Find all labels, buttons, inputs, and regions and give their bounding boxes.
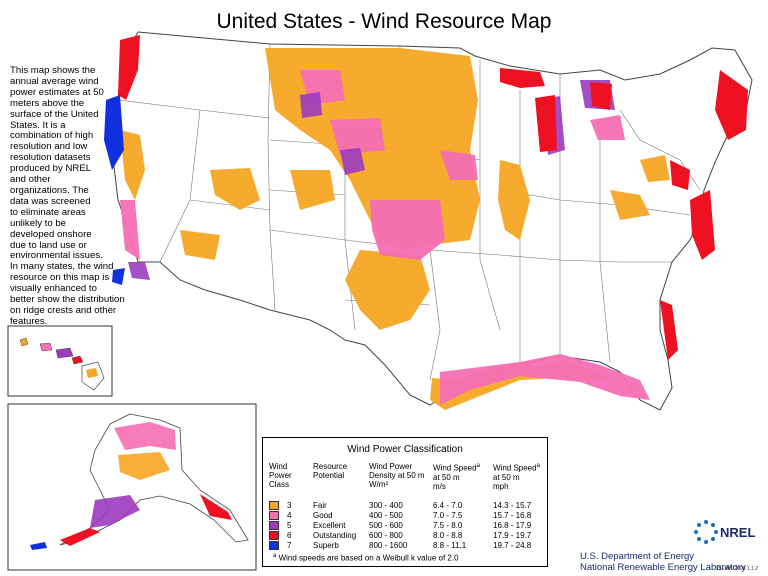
legend-footnote: a Wind speeds are based on a Weibull k v… bbox=[273, 553, 459, 563]
speed-mph-value: 19.7 - 24.8 bbox=[493, 541, 532, 550]
speed-ms-value: 7.5 - 8.0 bbox=[433, 521, 463, 530]
superscript-a: a bbox=[536, 463, 540, 469]
description-line: unlikely to be bbox=[10, 217, 66, 229]
speed-mph-value: 14.3 - 15.7 bbox=[493, 501, 532, 510]
header-line: mph bbox=[493, 481, 509, 491]
class-value: 5 bbox=[287, 521, 292, 530]
header-line: Density at 50 m bbox=[369, 471, 425, 480]
description-line: surface of the United bbox=[10, 108, 99, 120]
description-line: due to land use or bbox=[10, 239, 87, 251]
description-line: developed onshore bbox=[10, 228, 92, 240]
speed-mph-value: 16.8 - 17.9 bbox=[493, 521, 532, 530]
header-density: Wind Power Density at 50 m W/m² bbox=[369, 462, 425, 489]
description-line: annual average wind bbox=[10, 75, 99, 87]
description-line: features. bbox=[10, 315, 48, 327]
header-line: Power bbox=[269, 471, 292, 480]
density-value: 600 - 800 bbox=[369, 531, 403, 540]
density-value: 800 - 1600 bbox=[369, 541, 408, 550]
footnote-text: Wind speeds are based on a Weibull k val… bbox=[278, 553, 459, 563]
organization-credit: U.S. Department of Energy National Renew… bbox=[580, 551, 746, 573]
header-line: m/s bbox=[433, 481, 446, 491]
description-line: environmental issues. bbox=[10, 250, 103, 262]
header-class: Wind Power Class bbox=[269, 462, 292, 489]
legend-row-class-4: 4 Good 400 - 500 7.0 - 7.5 15.7 - 16.8 bbox=[263, 511, 547, 521]
alaska-inset bbox=[7, 403, 257, 571]
description-line: resource on this map is bbox=[10, 272, 110, 284]
potential-value: Superb bbox=[313, 541, 339, 550]
header-line: Class bbox=[269, 480, 290, 489]
map-description: This map shows the annual average wind p… bbox=[10, 65, 125, 328]
header-line: Resource bbox=[313, 462, 348, 471]
description-line: resolution datasets bbox=[10, 152, 91, 164]
nrel-logo: NREL bbox=[694, 520, 755, 544]
swatch-outstanding bbox=[269, 531, 279, 540]
wind-class-6-outstanding-areas bbox=[118, 35, 748, 360]
header-line: Wind Speed bbox=[493, 463, 537, 473]
org-line-nrel: National Renewable Energy Laboratory bbox=[580, 562, 746, 573]
header-potential: Resource Potential bbox=[313, 462, 347, 480]
class-value: 6 bbox=[287, 531, 292, 540]
potential-value: Fair bbox=[313, 501, 327, 510]
header-line: at 50 m bbox=[433, 472, 460, 482]
map-title: United States - Wind Resource Map bbox=[216, 10, 552, 33]
class-value: 3 bbox=[287, 501, 292, 510]
description-line: power estimates at 50 bbox=[10, 86, 104, 98]
wind-power-legend: Wind Power Classification Wind Power Cla… bbox=[262, 437, 548, 567]
header-line: W/m² bbox=[369, 480, 389, 489]
density-value: 300 - 400 bbox=[369, 501, 403, 510]
description-line: to eliminate areas bbox=[10, 206, 86, 218]
speed-ms-value: 7.0 - 7.5 bbox=[433, 511, 463, 520]
header-line: at 50 m bbox=[493, 472, 520, 482]
description-line: produced by NREL bbox=[10, 163, 92, 175]
description-line: In many states, the wind bbox=[10, 261, 114, 273]
speed-ms-value: 8.0 - 8.8 bbox=[433, 531, 463, 540]
header-line: Wind bbox=[269, 462, 288, 471]
superscript-a: a bbox=[476, 463, 480, 469]
legend-row-class-7: 7 Superb 800 - 1600 8.8 - 11.1 19.7 - 24… bbox=[263, 541, 547, 551]
legend-row-class-5: 5 Excellent 500 - 600 7.5 - 8.0 16.8 - 1… bbox=[263, 521, 547, 531]
logo-text: NREL bbox=[720, 525, 755, 540]
potential-value: Excellent bbox=[313, 521, 346, 530]
header-speed-ms: Wind Speeda at 50 m m/s bbox=[433, 462, 480, 491]
description-line: resolution and low bbox=[10, 141, 88, 153]
potential-value: Outstanding bbox=[313, 531, 357, 540]
version-stamp: 25-JAN-2008 1.1.2 bbox=[716, 566, 758, 572]
potential-value: Good bbox=[313, 511, 333, 520]
description-line: combination of high bbox=[10, 130, 94, 142]
description-line: visually enhanced to bbox=[10, 283, 97, 295]
legend-row-class-3: 3 Fair 300 - 400 6.4 - 7.0 14.3 - 15.7 bbox=[263, 501, 547, 511]
description-line: organizations. The bbox=[10, 184, 89, 196]
density-value: 500 - 600 bbox=[369, 521, 403, 530]
speed-mph-value: 15.7 - 16.8 bbox=[493, 511, 532, 520]
org-line-doe: U.S. Department of Energy bbox=[580, 551, 695, 562]
swatch-good bbox=[269, 511, 279, 520]
description-line: data was screened bbox=[10, 195, 91, 207]
header-line: Potential bbox=[313, 471, 345, 480]
speed-mph-value: 17.9 - 19.7 bbox=[493, 531, 532, 540]
legend-row-class-6: 6 Outstanding 600 - 800 8.0 - 8.8 17.9 -… bbox=[263, 531, 547, 541]
class-value: 4 bbox=[287, 511, 292, 520]
footnote-mark: a bbox=[273, 553, 277, 559]
wind-class-7-superb-areas bbox=[104, 95, 125, 285]
wind-class-4-good-areas bbox=[120, 70, 650, 405]
hawaii-inset bbox=[7, 325, 113, 397]
swatch-fair bbox=[269, 501, 279, 510]
density-value: 400 - 500 bbox=[369, 511, 403, 520]
swatch-superb bbox=[269, 541, 279, 550]
speed-ms-value: 6.4 - 7.0 bbox=[433, 501, 463, 510]
description-line: and other bbox=[10, 174, 51, 186]
legend-title: Wind Power Classification bbox=[347, 444, 463, 455]
swatch-excellent bbox=[269, 521, 279, 530]
header-speed-mph: Wind Speeda at 50 m mph bbox=[493, 462, 540, 491]
description-line: meters above the bbox=[10, 97, 85, 109]
class-value: 7 bbox=[287, 541, 292, 550]
header-line: Wind Power bbox=[369, 462, 413, 471]
description-line: better show the distribution bbox=[10, 294, 125, 306]
description-line: This map shows the bbox=[10, 65, 96, 76]
description-line: on ridge crests and other bbox=[10, 304, 117, 316]
speed-ms-value: 8.8 - 11.1 bbox=[433, 541, 467, 550]
description-line: States. It is a bbox=[10, 119, 66, 131]
header-line: Wind Speed bbox=[433, 463, 477, 473]
